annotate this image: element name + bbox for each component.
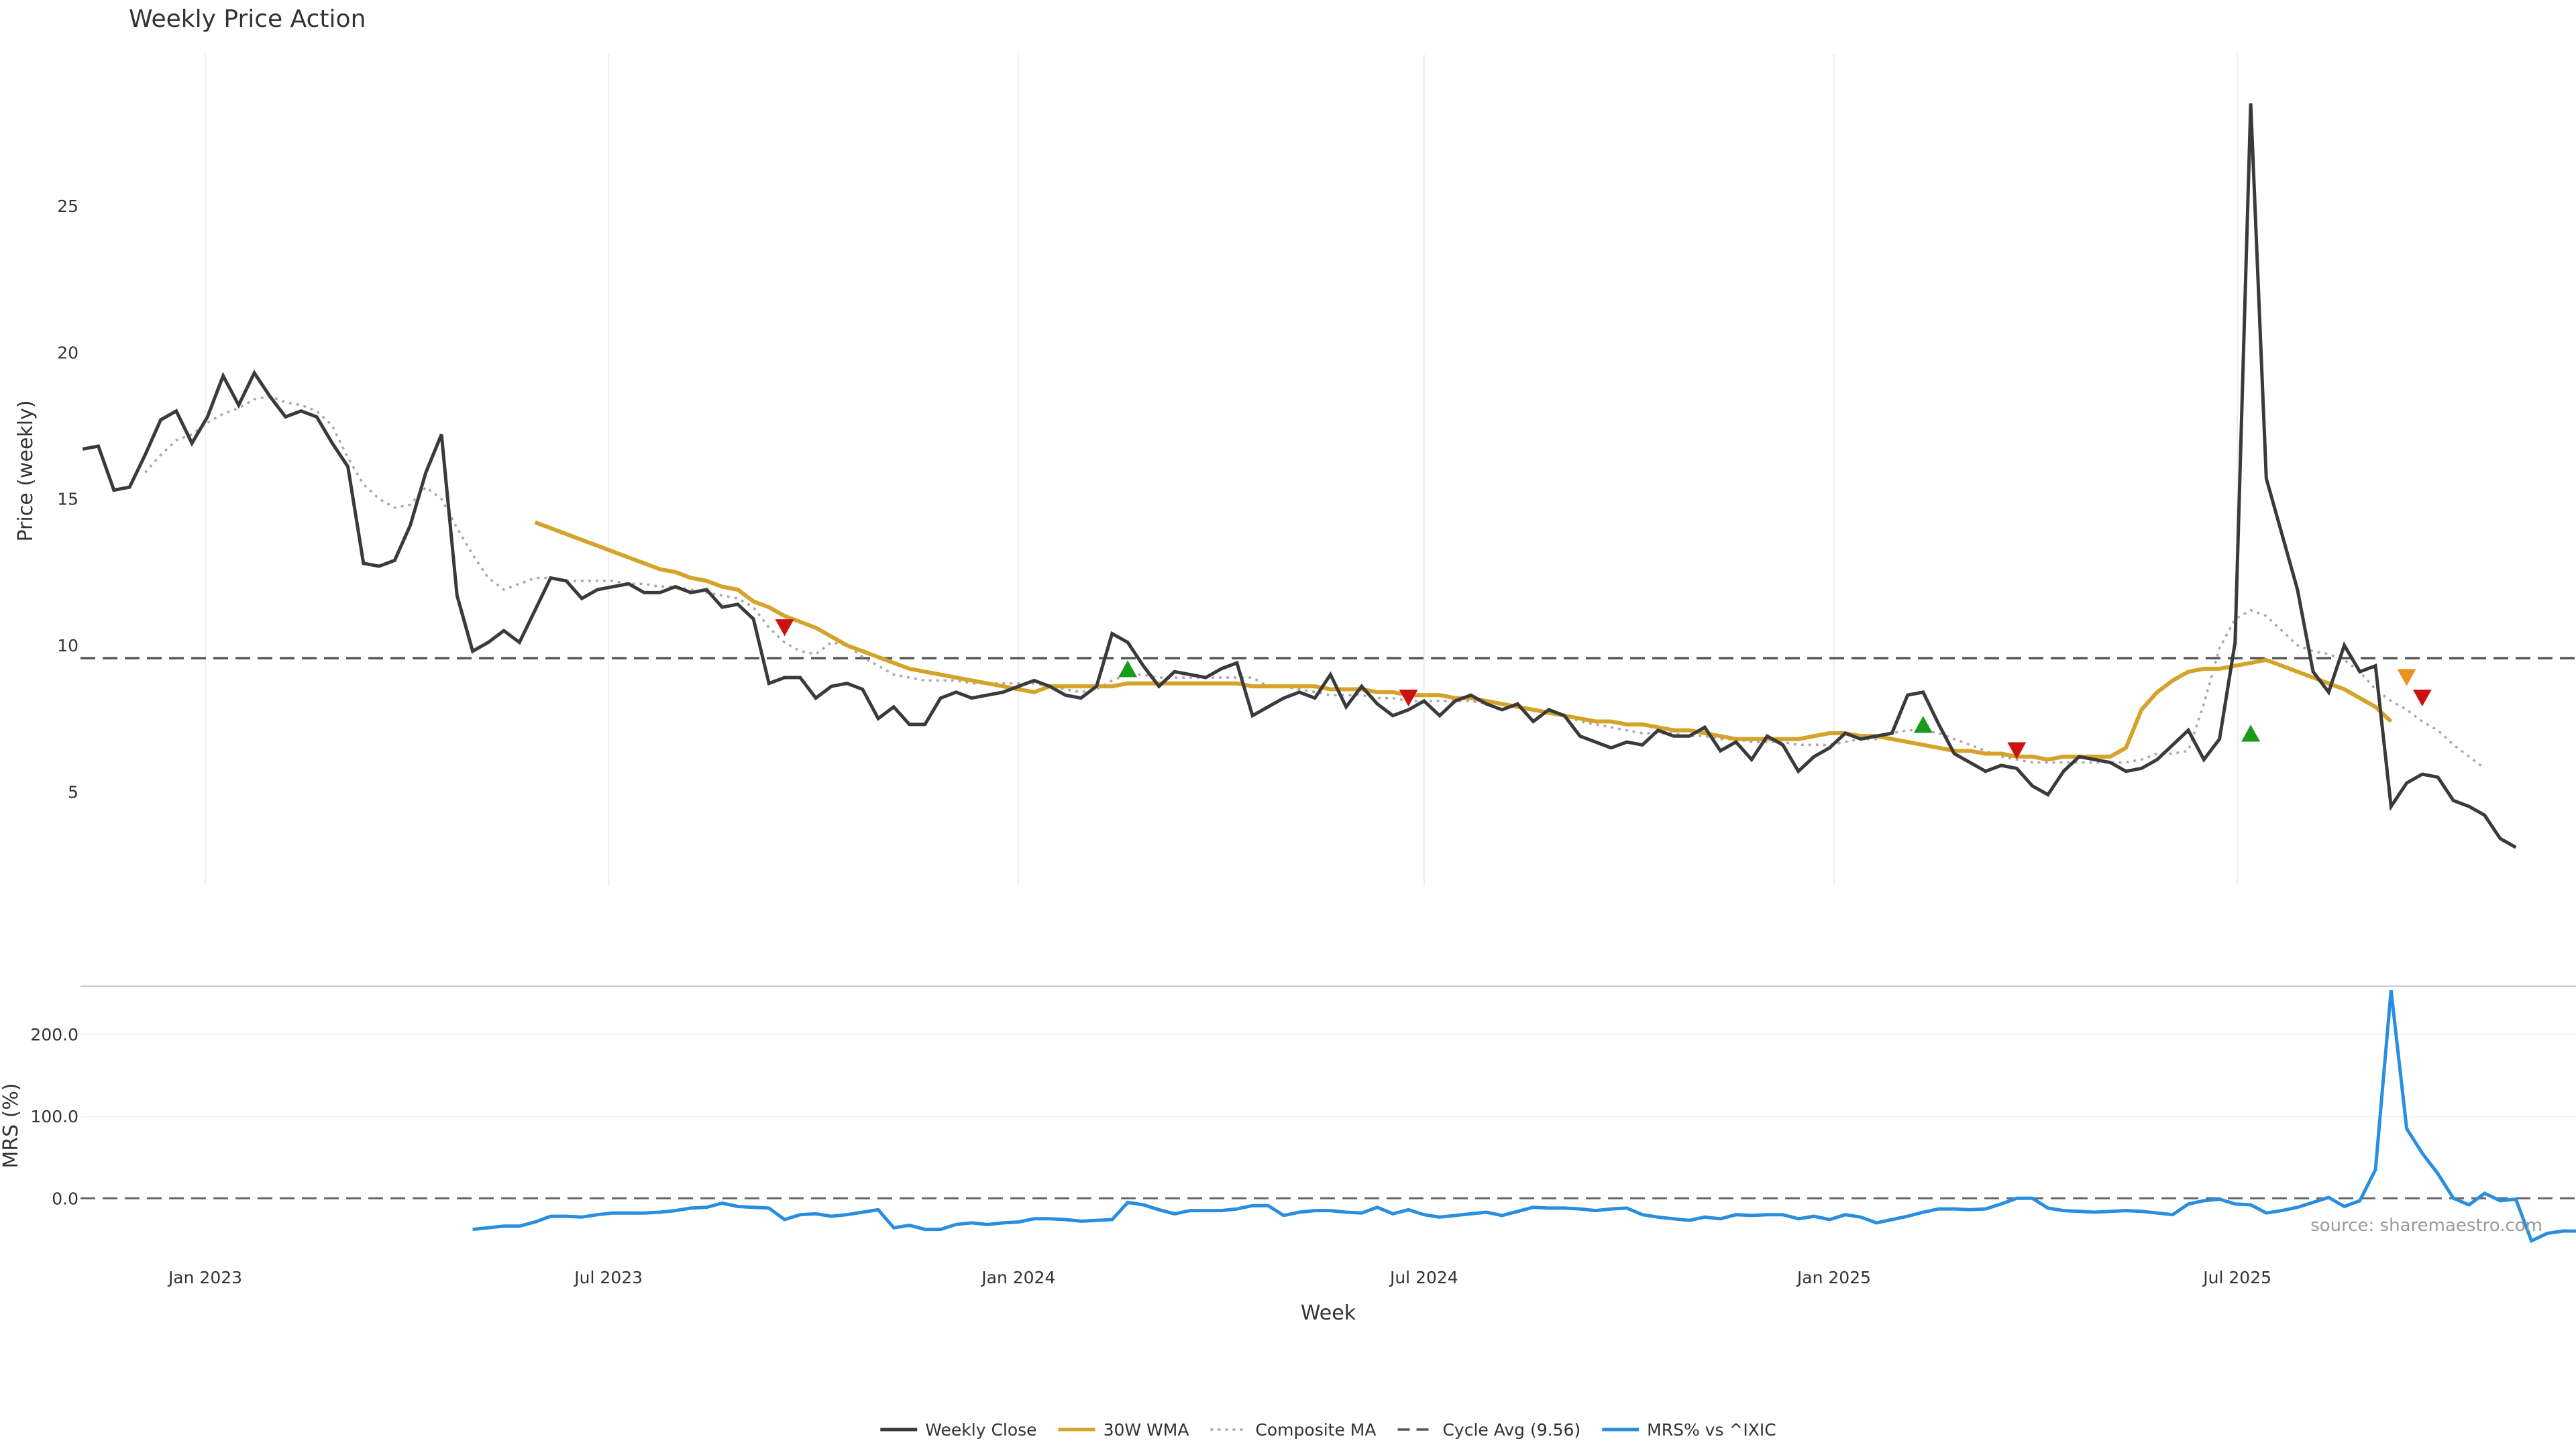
x-tick-label: Jul 2023	[573, 1268, 643, 1287]
signal-markers	[775, 619, 2432, 759]
price-y-tick-label: 20	[57, 343, 78, 362]
x-tick-label: Jul 2025	[2202, 1268, 2271, 1287]
mrs-y-tick-label: 200.0	[30, 1025, 78, 1044]
signal-marker	[2007, 742, 2027, 759]
legend-label-close: Weekly Close	[925, 1420, 1036, 1440]
mrs-panel: 0.0 100.0 200.0 MRS (%) source: sharemaest…	[0, 985, 2576, 1244]
mrs-y-axis-title: MRS (%)	[0, 1083, 23, 1168]
signal-marker	[1913, 716, 1933, 733]
source-note: source: sharemaestro.com	[2310, 1216, 2542, 1236]
price-y-tick-label: 10	[57, 636, 78, 655]
signal-marker	[1399, 689, 1418, 707]
x-tick-label: Jan 2025	[1796, 1268, 1871, 1287]
mrs-y-tick-label: 100.0	[30, 1107, 78, 1126]
signal-marker	[1118, 660, 1138, 678]
mrs-horizontal-gridlines	[80, 1034, 2576, 1118]
chart-title: Weekly Price Action	[129, 5, 366, 33]
legend-label-cycle: Cycle Avg (9.56)	[1442, 1420, 1580, 1440]
price-y-tick-label: 5	[68, 782, 78, 802]
x-tick-label: Jul 2024	[1389, 1268, 1458, 1287]
legend-label-wma: 30W WMA	[1104, 1420, 1189, 1440]
price-vertical-gridlines	[205, 54, 2239, 885]
signal-marker	[2397, 669, 2416, 686]
signal-marker	[2241, 724, 2261, 742]
mrs-line	[472, 989, 2576, 1244]
legend-label-composite: Composite MA	[1255, 1420, 1376, 1440]
mrs-y-ticks: 0.0 100.0 200.0	[30, 1025, 78, 1208]
legend-label-mrs: MRS% vs ^IXIC	[1647, 1420, 1776, 1440]
x-tick-label: Jan 2023	[167, 1268, 242, 1287]
weekly-close-line	[82, 103, 2517, 849]
x-tick-label: Jan 2024	[980, 1268, 1055, 1287]
price-y-tick-label: 25	[57, 197, 78, 216]
price-panel: 5 10 15 20 25 Price (weekly)	[14, 54, 2576, 885]
signal-marker	[775, 619, 794, 637]
signal-marker	[2412, 689, 2432, 707]
x-axis-ticks: Jan 2023 Jul 2023 Jan 2024 Jul 2024 Jan 2025…	[167, 1268, 2271, 1287]
mrs-y-tick-label: 0.0	[52, 1189, 78, 1208]
wma-30w-line	[534, 520, 2393, 762]
composite-ma-line	[144, 394, 2485, 769]
price-y-tick-label: 15	[57, 490, 78, 509]
price-y-ticks: 5 10 15 20 25	[57, 197, 78, 802]
legend: Weekly Close 30W WMA Composite MA Cycle Avg…	[880, 1420, 1776, 1440]
x-axis-title: Week	[1301, 1301, 1356, 1325]
price-y-axis-title: Price (weekly)	[14, 400, 38, 541]
